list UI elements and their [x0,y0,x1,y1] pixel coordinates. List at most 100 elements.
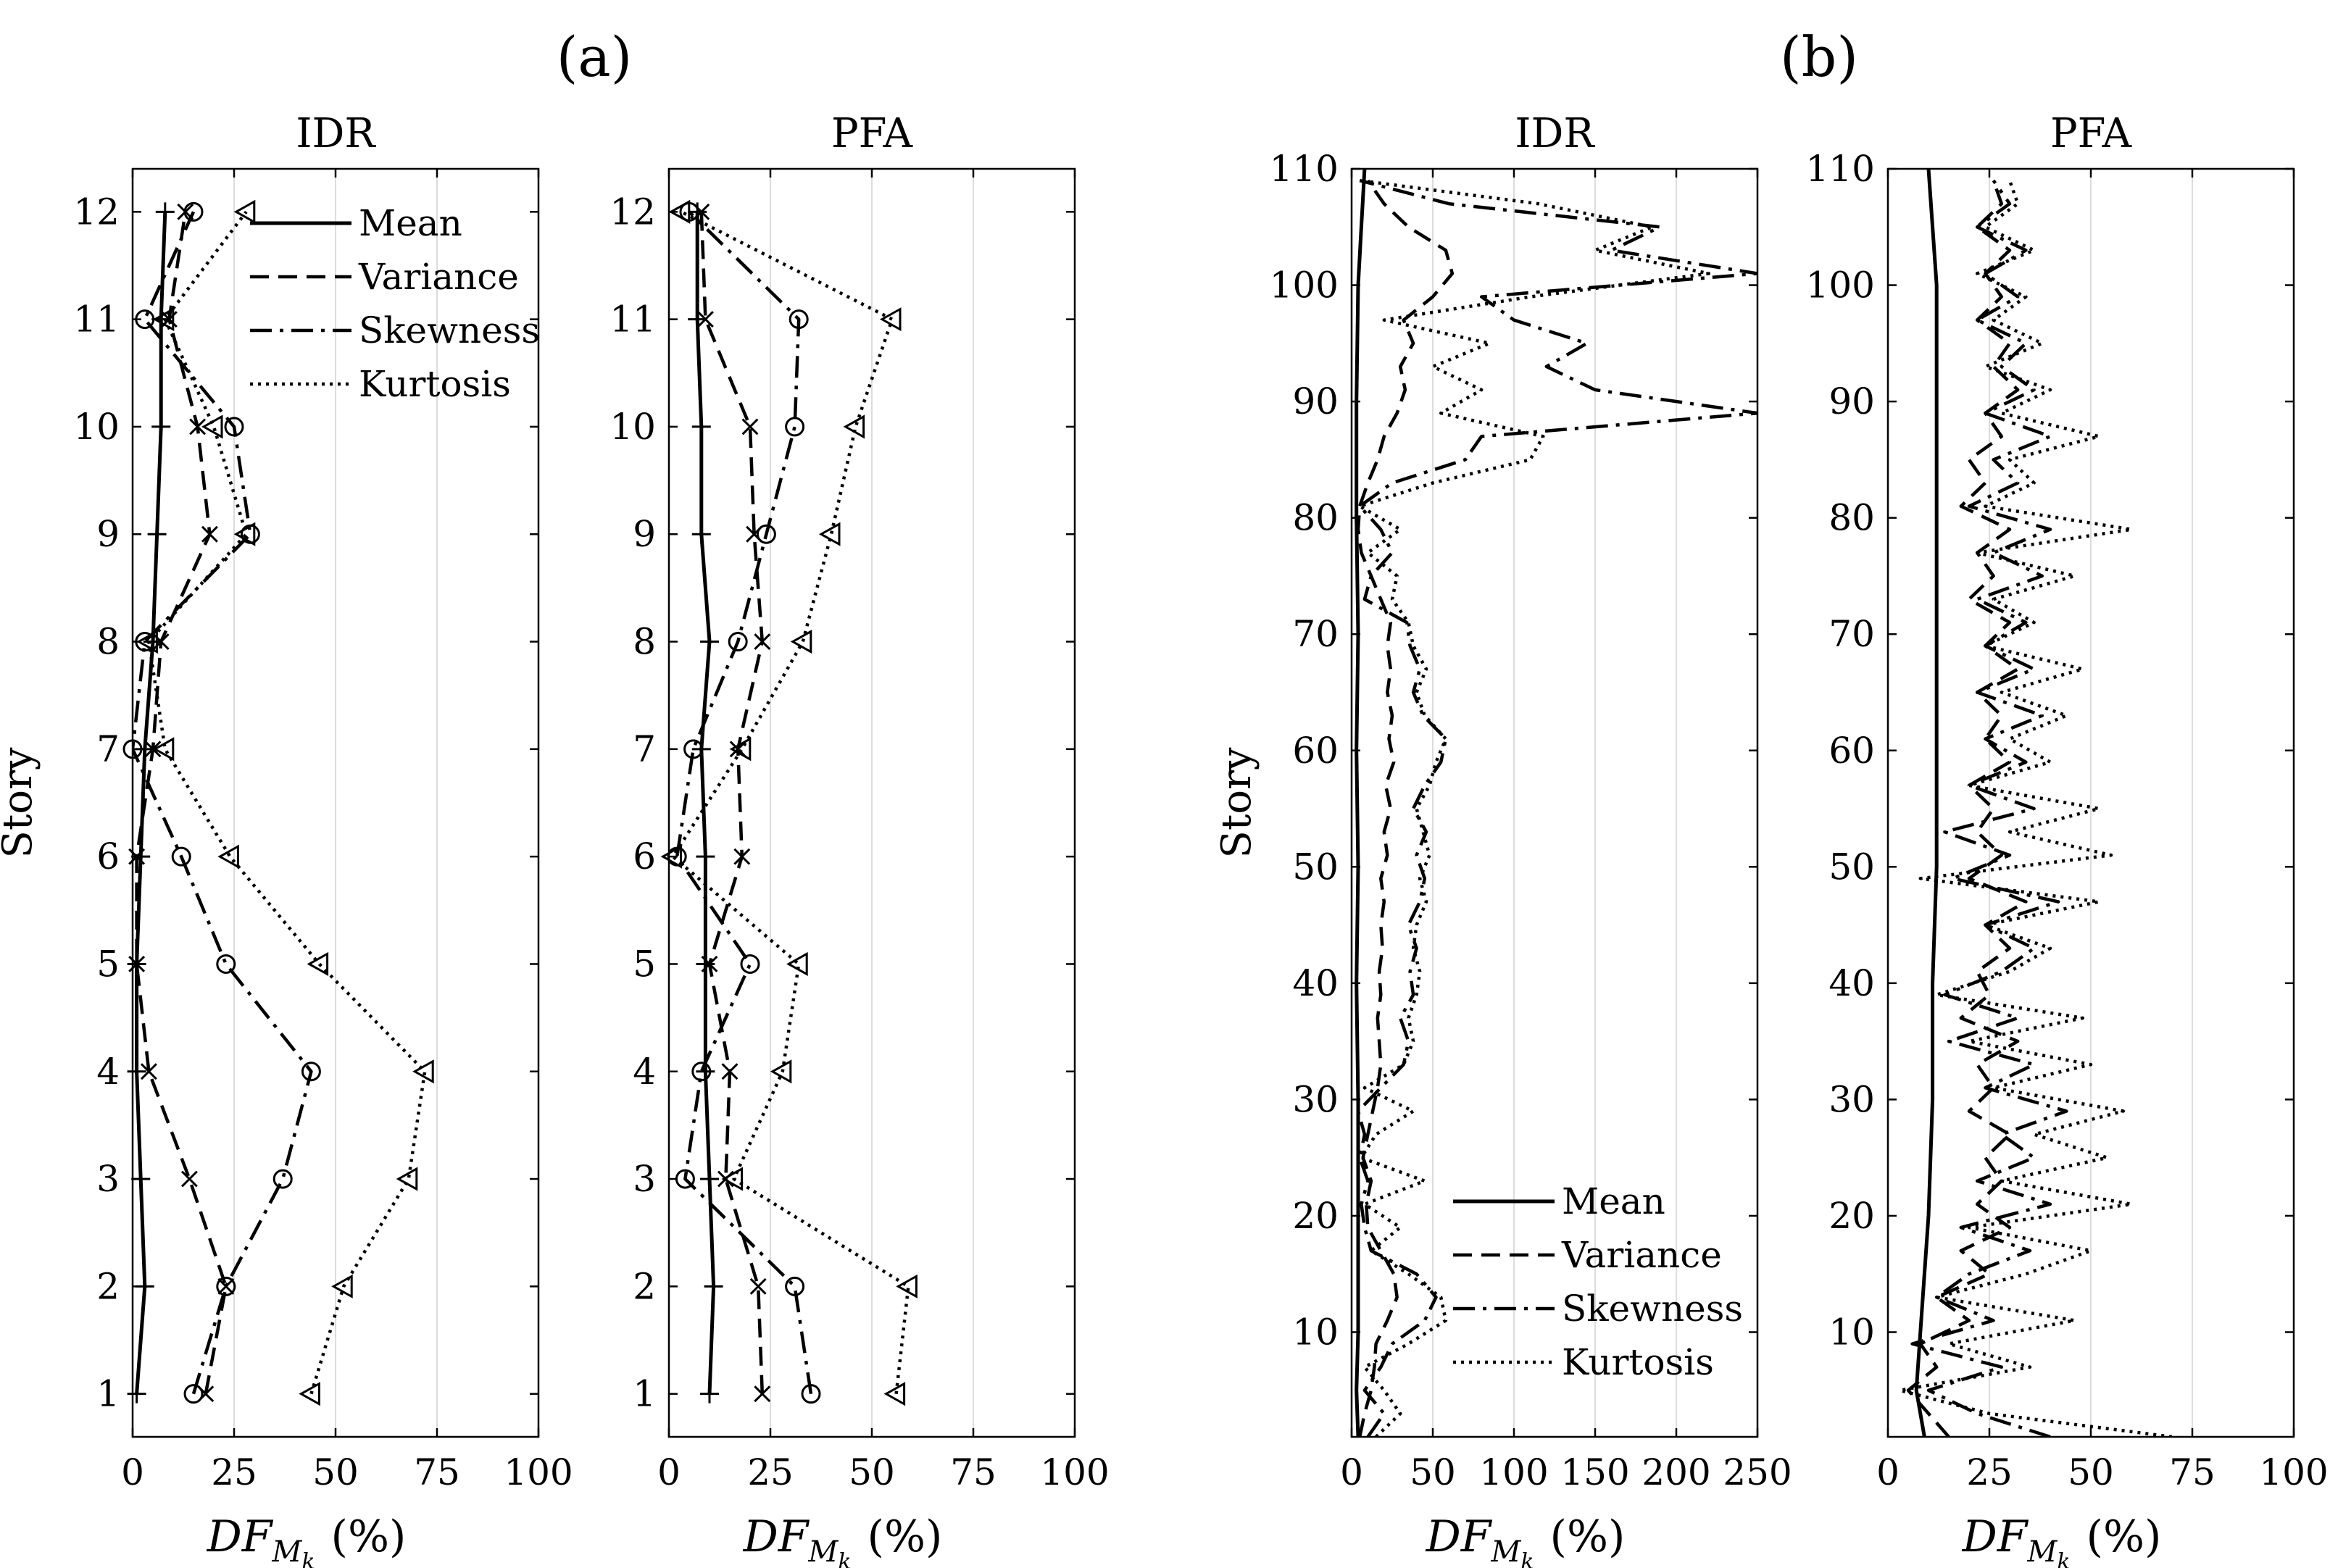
series-line-skewness [1356,178,1757,1437]
data-point-variance [217,1277,235,1295]
chart-4: 0 25 50 75 100 10 20 30 40 50 60 70 80 90 100 110 PFA DFM… [1806,110,2329,1568]
series-skewness [675,210,813,1395]
legend: Mean Variance Skewness Kurtosis [1453,1180,1743,1383]
x-tick-label: 200 [1642,1451,1710,1493]
series-mean [1355,169,1367,1437]
y-tick-label: 20 [1828,1195,1875,1237]
x-axis-label: DFMk (%) [743,1511,943,1568]
data-point-kurtosis [331,1274,353,1298]
y-tick-label: 3 [633,1158,656,1200]
data-point-variance [140,1063,157,1080]
legend-label: Kurtosis [359,363,511,405]
data-point-skewness [740,954,760,974]
data-point-skewness [272,1169,293,1189]
data-point-kurtosis [786,951,808,977]
series-kurtosis [147,210,427,1395]
series-line-kurtosis [671,210,910,1394]
series-skewness [133,211,313,1395]
y-tick-label: 8 [96,621,120,663]
x-axis-label: DFMk (%) [1962,1511,2162,1568]
x-tick-label: 75 [2169,1451,2215,1493]
x-tick-label: 150 [1560,1451,1629,1493]
series-line-variance [135,211,228,1395]
data-point-kurtosis [668,199,691,224]
x-tick-label: 100 [1479,1451,1548,1493]
data-point-mean [696,847,715,867]
data-point-mean [700,632,719,651]
data-point-kurtosis [299,1382,320,1406]
data-point-variance [749,1277,767,1295]
chart-title: PFA [2050,110,2132,157]
panel-group-label-a: (a) [557,25,633,89]
y-tick-label: 2 [96,1265,120,1307]
y-tick-label: 100 [1806,264,1875,306]
legend-label: Kurtosis [1562,1341,1714,1383]
chart-3: 0 50 100 150 200 250 10 20 30 40 50 60 70 80 90 100 110 I… [1213,110,1792,1568]
y-tick-label: 5 [633,943,656,985]
series-line-kurtosis [1357,178,1711,1437]
y-tick-label: 30 [1828,1078,1875,1120]
x-tick-label: 50 [849,1451,895,1493]
y-tick-label: 110 [1806,148,1875,190]
data-point-mean [704,1277,723,1296]
x-tick-label: 25 [1966,1451,2013,1493]
data-point-variance [741,418,759,435]
series-line-kurtosis [147,210,427,1395]
y-tick-label: 50 [1828,846,1875,888]
y-tick-label: 40 [1292,962,1339,1004]
y-tick-label: 10 [73,406,120,448]
data-point-kurtosis [152,307,175,332]
data-point-skewness [183,1384,204,1404]
data-point-kurtosis [896,1274,918,1298]
legend-label: Mean [359,202,462,244]
x-tick-label: 50 [1410,1451,1456,1493]
data-point-kurtosis [660,844,683,869]
x-tick-label: 25 [747,1451,794,1493]
series-mean [695,212,716,1394]
data-point-variance [701,955,718,972]
series-kurtosis [671,210,910,1394]
series-line-mean [1355,169,1367,1437]
y-tick-label: 12 [73,191,120,233]
data-point-mean [696,954,715,974]
x-tick-label: 50 [312,1451,359,1493]
y-tick-label: 4 [633,1051,656,1093]
data-point-mean [151,417,171,436]
x-tick-label: 0 [1340,1451,1363,1493]
data-point-mean [147,525,167,544]
y-tick-label: 11 [73,299,120,341]
y-tick-label: 110 [1270,148,1339,190]
data-point-variance [696,311,714,328]
y-tick-label: 30 [1292,1078,1339,1120]
plot-frame [1350,167,1759,1438]
series-variance [1356,179,1455,1437]
data-point-mean [155,202,175,222]
y-tick-label: 9 [633,513,656,555]
series-line-variance [1906,180,2028,1437]
y-tick-label: 8 [633,621,656,663]
x-tick-label: 100 [1040,1451,1109,1493]
y-tick-label: 10 [1292,1311,1339,1354]
series-line-kurtosis [1898,180,2173,1437]
legend-label: Variance [1561,1234,1722,1276]
data-point-kurtosis [818,522,841,546]
series-line-skewness [1910,179,2068,1437]
y-tick-label: 80 [1292,497,1339,539]
series-line-skewness [133,211,313,1395]
data-point-skewness [171,846,191,867]
data-point-kurtosis [307,951,329,977]
data-point-mean [691,525,711,544]
data-point-variance [180,1170,198,1188]
series-mean [1914,169,1939,1437]
data-point-kurtosis [879,307,902,332]
x-tick-label: 100 [504,1451,573,1493]
y-tick-label: 4 [96,1051,120,1093]
y-tick-label: 11 [609,299,656,341]
y-tick-label: 20 [1292,1195,1339,1237]
x-tick-label: 250 [1723,1451,1792,1493]
x-tick-label: 50 [2068,1451,2114,1493]
y-tick-label: 12 [609,191,656,233]
y-tick-label: 6 [96,835,120,877]
y-tick-label: 2 [633,1265,656,1307]
